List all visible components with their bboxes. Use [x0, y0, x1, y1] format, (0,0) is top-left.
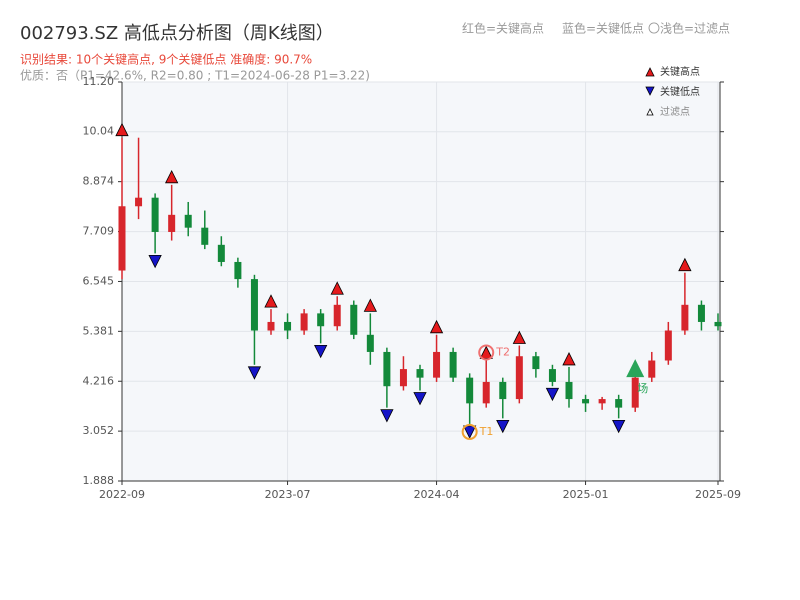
candle-body: [548, 369, 556, 382]
candle-body: [499, 381, 507, 400]
candle-body: [250, 279, 258, 331]
high-marker: [115, 122, 129, 137]
candle-body: [350, 304, 358, 335]
candle-body: [151, 197, 159, 232]
candle-body: [333, 304, 341, 327]
filtered-marker: [626, 359, 645, 378]
low-marker: [413, 392, 427, 406]
legend-label: 关键低点: [660, 85, 700, 98]
candle-body: [383, 351, 391, 387]
candle-body: [399, 369, 407, 387]
candle-body: [615, 399, 623, 408]
candle-body: [648, 360, 656, 378]
candle-body: [300, 313, 308, 331]
low-marker: [463, 425, 477, 439]
top-legend: 〇浅色=过滤点: [648, 22, 730, 36]
candle-body: [416, 369, 424, 378]
y-tick-label: 6.545: [83, 274, 115, 287]
legend-icon: [645, 86, 655, 96]
x-tick-label: 2024-04: [414, 488, 460, 501]
candle-body: [118, 206, 126, 271]
candle-body: [366, 334, 374, 352]
legend: 关键高点 关键低点 过滤点: [645, 65, 700, 118]
high-marker: [562, 352, 576, 366]
y-tick-label: 7.709: [83, 225, 115, 238]
x-tick-label: 2023-07: [265, 488, 311, 501]
y-tick-label: 8.874: [83, 175, 115, 188]
chart-title: 002793.SZ 高低点分析图（周K线图）: [20, 23, 334, 44]
candle-body: [532, 356, 540, 370]
note: 优质：否（P1=42.6%, R2=0.80 ; T1=2024-06-28 P…: [20, 69, 370, 83]
filtered-label: 场: [637, 381, 648, 395]
low-marker: [545, 387, 560, 402]
y-tick-label: 1.888: [83, 474, 115, 487]
candle-body: [168, 214, 176, 232]
candle-body: [135, 197, 143, 207]
candle-body: [681, 304, 689, 331]
high-marker: [678, 257, 692, 272]
high-marker: [330, 281, 344, 295]
y-tick-label: 3.052: [83, 424, 115, 437]
candle-body: [515, 356, 523, 400]
legend-label: 关键高点: [660, 65, 700, 78]
low-marker: [148, 254, 162, 269]
top-legend: 红色=关键高点: [462, 21, 544, 36]
candle-body: [664, 330, 672, 361]
low-marker: [380, 409, 394, 423]
candle-body: [466, 377, 474, 404]
x-tick-label: 2025-01: [563, 488, 609, 501]
candle-body: [284, 321, 292, 331]
y-tick-label: 10.04: [83, 125, 115, 138]
candle-body: [714, 321, 722, 327]
y-tick-label: 5.381: [83, 324, 115, 337]
candle-body: [598, 399, 606, 404]
candle-body: [433, 351, 441, 378]
candle-body: [449, 351, 457, 378]
y-tick-label: 4.216: [83, 374, 115, 387]
annotation-label: T1: [479, 425, 494, 438]
high-marker: [363, 298, 377, 312]
annotation-ring: [461, 423, 478, 440]
candle-body: [582, 399, 590, 404]
high-marker: [264, 294, 278, 308]
x-tick-label: 2022-09: [99, 488, 145, 501]
candle-body: [565, 381, 573, 400]
legend-label: 过滤点: [660, 105, 690, 118]
x-tick-label: 2025-09: [695, 488, 741, 501]
legend-icon: [646, 108, 654, 116]
candle-body: [267, 321, 275, 331]
low-marker: [247, 366, 262, 380]
y-tick-label: 11.20: [83, 75, 115, 88]
low-marker: [314, 344, 328, 359]
annotation-label: T2: [495, 346, 510, 359]
high-marker: [512, 330, 526, 344]
candle-body: [201, 227, 209, 245]
low-marker: [496, 419, 510, 434]
candle-body: [184, 214, 192, 228]
candle-body: [697, 304, 705, 322]
candle-body: [217, 244, 225, 262]
top-legend: 蓝色=关键低点: [562, 22, 644, 36]
high-marker: [165, 169, 179, 184]
low-marker: [612, 419, 626, 434]
candle-body: [317, 313, 325, 327]
subtitle: 识别结果: 10个关键高点, 9个关键低点 准确度: 90.7%: [20, 52, 312, 67]
legend-icon: [645, 67, 655, 77]
candle-body: [234, 261, 242, 280]
annotation-ring: [478, 344, 495, 361]
candle-body: [482, 381, 490, 404]
candle-body: [631, 377, 639, 408]
high-marker: [429, 319, 444, 334]
